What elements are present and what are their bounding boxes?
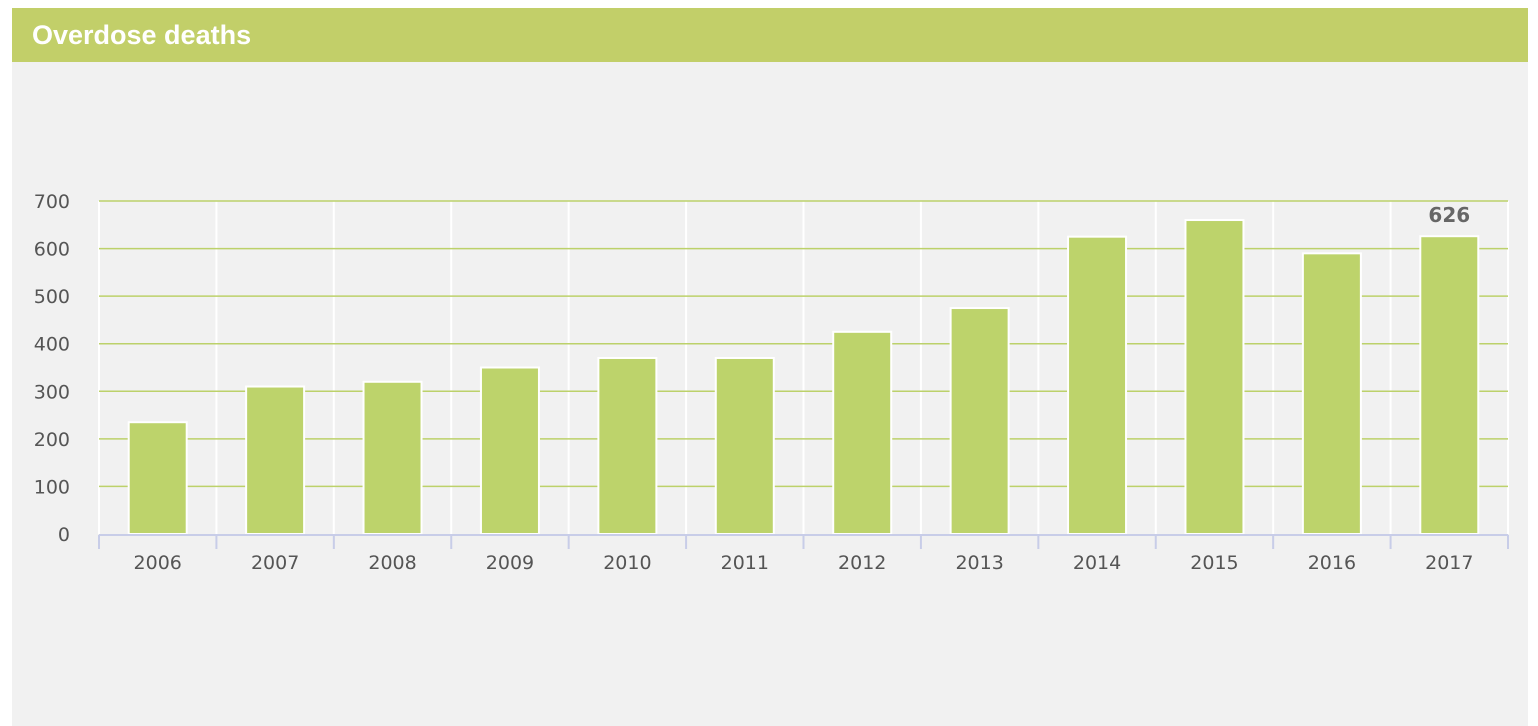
- y-tick-label: 300: [34, 381, 70, 403]
- bar-2007: [245, 385, 306, 535]
- chart-panel: Overdose deaths 0 100 200 300 400 500 600 700 2…: [12, 8, 1528, 726]
- bar-2012: [832, 330, 893, 536]
- bar-2014: [1067, 235, 1128, 536]
- bar-2016: [1301, 252, 1362, 535]
- x-tick-label: 2009: [486, 552, 534, 574]
- x-tick-label: 2012: [838, 552, 886, 574]
- x-tick-label: 2006: [134, 552, 182, 574]
- x-axis-tick-labels: 2006 2007 2008 2009 2010 2011 2012 2013 2014 2015…: [134, 552, 1474, 574]
- y-tick-label: 0: [58, 524, 70, 546]
- y-tick-label: 600: [34, 239, 70, 261]
- x-tick-label: 2011: [721, 552, 769, 574]
- x-tick-label: 2016: [1308, 552, 1356, 574]
- bar-2013: [949, 307, 1010, 535]
- data-label-2017: 626: [1428, 203, 1470, 227]
- x-tick-label: 2017: [1425, 552, 1473, 574]
- y-tick-label: 500: [34, 286, 70, 308]
- y-tick-label: 400: [34, 334, 70, 356]
- x-tick-label: 2010: [603, 552, 651, 574]
- bar-2006: [127, 421, 188, 536]
- chart-header: Overdose deaths: [12, 8, 1528, 62]
- data-labels: 626: [1428, 203, 1470, 227]
- y-tick-label: 200: [34, 429, 70, 451]
- bar-2009: [479, 366, 540, 535]
- x-tick-label: 2007: [251, 552, 299, 574]
- bar-2008: [362, 380, 423, 535]
- x-tick-label: 2014: [1073, 552, 1121, 574]
- horizontal-gridlines: [99, 200, 1508, 488]
- bar-2010: [597, 356, 658, 535]
- x-axis: [98, 534, 1509, 549]
- chart-title: Overdose deaths: [32, 20, 252, 50]
- y-tick-label: 700: [34, 191, 70, 213]
- y-tick-label: 100: [34, 476, 70, 498]
- bar-series: [127, 219, 1480, 536]
- x-tick-label: 2008: [368, 552, 416, 574]
- bar-2015: [1184, 219, 1245, 535]
- y-axis-tick-labels: 0 100 200 300 400 500 600 700: [34, 191, 70, 546]
- x-tick-label: 2013: [955, 552, 1003, 574]
- x-tick-label: 2015: [1190, 552, 1238, 574]
- bar-2017: [1419, 235, 1480, 535]
- vertical-gridlines: [98, 201, 1509, 534]
- bar-2011: [714, 356, 775, 535]
